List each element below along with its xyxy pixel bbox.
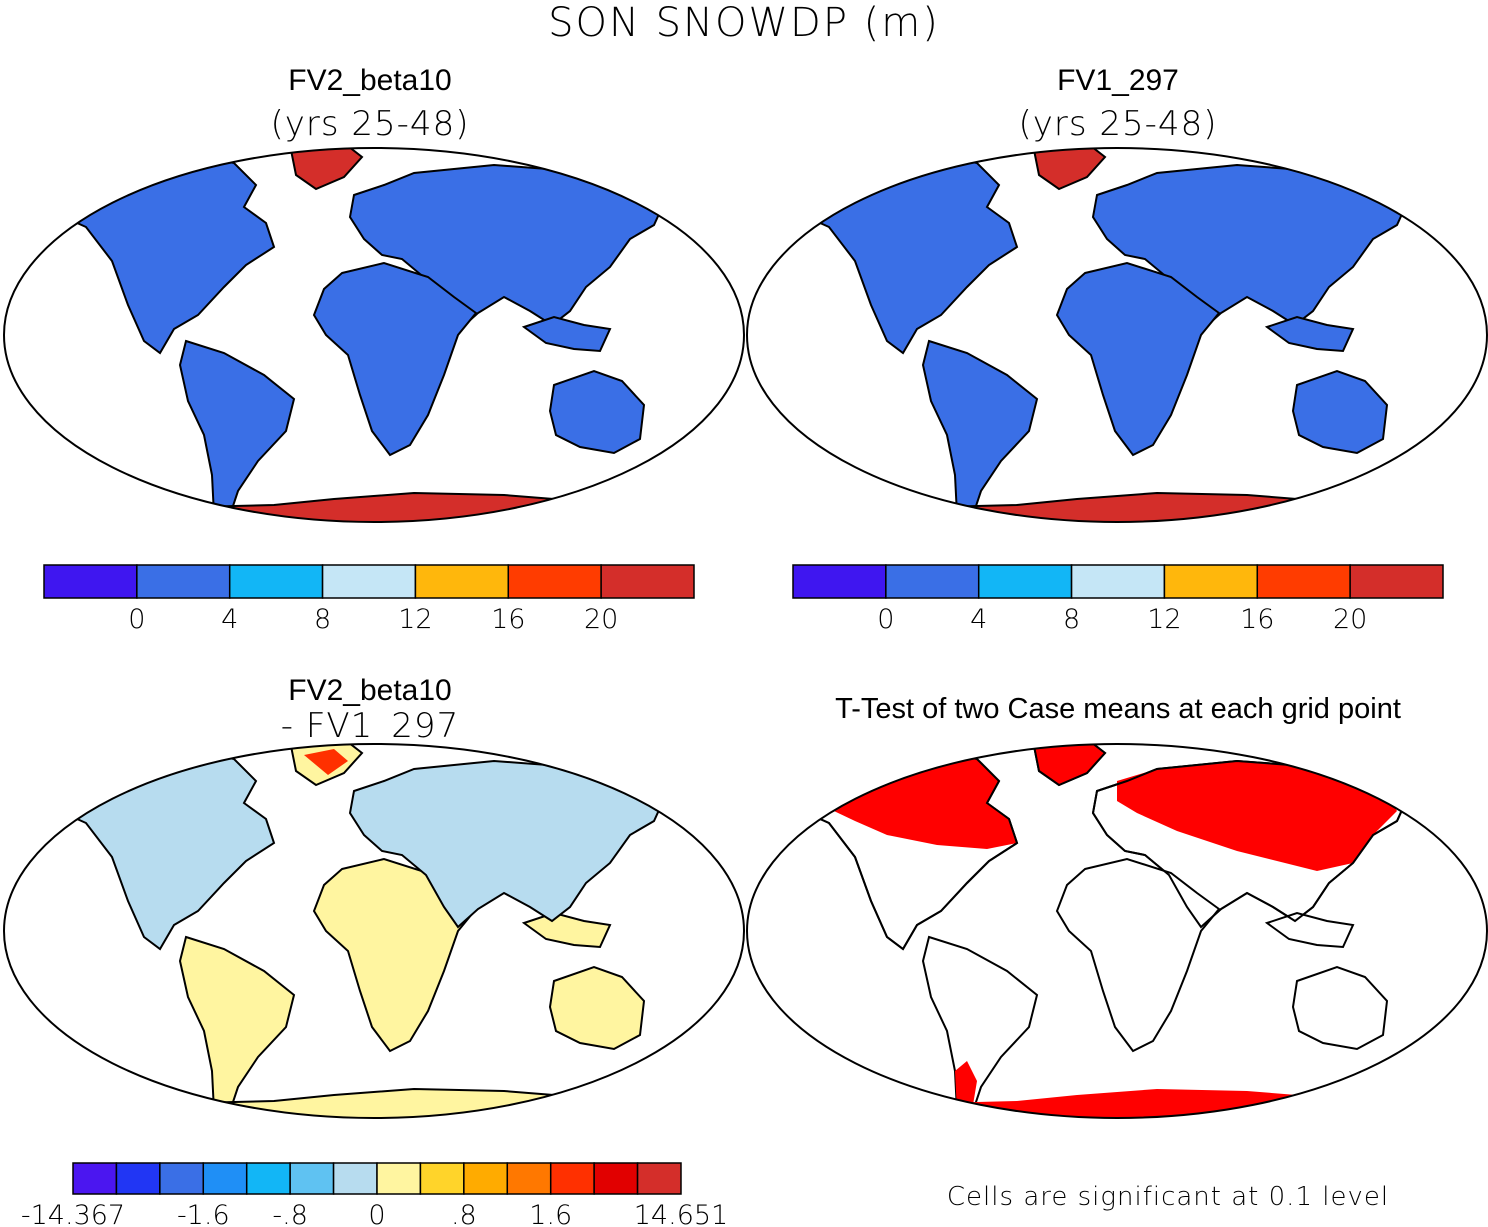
panel-fv1-landmass <box>786 154 1408 522</box>
panel-diff-antarctic-blue <box>134 1107 264 1118</box>
panel-diff-colorbar-swatch-0 <box>72 1162 118 1195</box>
panel-diff-colorbar: -14.367 -1.6 -.8 0 .8 1.6 14.651 <box>21 1162 728 1227</box>
panel-diff-colorbar-swatch-6 <box>332 1162 378 1195</box>
panel-diff-map <box>3 743 745 1119</box>
panel-fv2-colorbar-swatch-6 <box>600 564 695 599</box>
panel-fv2-landmass <box>43 154 665 522</box>
panel-diff-colorbar-swatch-3 <box>202 1162 248 1195</box>
panel-fv2-colorbar-swatch-0 <box>43 564 138 599</box>
panel-diff: FV2_beta10 - FV1_297 -14.367 -1.6 -.8 0 .8 1.… <box>3 674 745 1227</box>
panel-fv1-colorbar: 0 4 8 12 16 20 <box>792 564 1444 635</box>
panel-fv2-colorbar-tick-label: 20 <box>584 604 618 635</box>
panel-diff-colorbar-swatch-8 <box>419 1162 465 1195</box>
panel-diff-colorbar-swatch-9 <box>463 1162 509 1195</box>
panel-fv1-title: FV1_297 <box>1057 64 1179 97</box>
panel-fv1-colorbar-tick-label: 12 <box>1147 604 1181 635</box>
panel-diff-colorbar-swatch-1 <box>115 1162 161 1195</box>
panel-fv1-colorbar-swatch-3 <box>1070 564 1166 599</box>
panel-fv2-colorbar-tick-label: 12 <box>398 604 432 635</box>
panel-fv1-colorbar-swatch-1 <box>885 564 980 599</box>
panel-diff-colorbar-tick-label: 1.6 <box>529 1200 572 1227</box>
panel-fv1-colorbar-tick-label: 16 <box>1240 604 1274 635</box>
panel-diff-colorbar-swatch-4 <box>245 1162 291 1195</box>
panel-fv2-title: FV2_beta10 <box>288 64 451 97</box>
panel-diff-colorbar-swatch-2 <box>159 1162 205 1195</box>
panel-fv2-colorbar-swatch-2 <box>228 564 324 599</box>
panel-fv1-colorbar-swatch-5 <box>1256 564 1351 599</box>
panel-fv2-colorbar-tick-label: 16 <box>491 604 525 635</box>
panel-fv1-subtitle: (yrs 25-48) <box>1019 104 1218 144</box>
panel-fv1-colorbar-swatch-0 <box>792 564 887 599</box>
panel-fv2-colorbar-tick-label: 4 <box>221 604 238 635</box>
panel-ttest-footnote: Cells are significant at 0.1 level <box>947 1182 1389 1212</box>
panel-fv1-colorbar-tick-label: 8 <box>1063 604 1080 635</box>
panel-diff-title: FV2_beta10 <box>288 674 451 707</box>
panel-fv2-map <box>3 147 745 523</box>
panel-diff-colorbar-tick-label: .8 <box>451 1200 477 1227</box>
panel-fv1-colorbar-swatch-4 <box>1163 564 1259 599</box>
panel-fv2-colorbar-tick-label: 0 <box>128 604 145 635</box>
panel-fv2-colorbar-tick-label: 8 <box>314 604 331 635</box>
panel-fv1-colorbar-swatch-6 <box>1349 564 1444 599</box>
panel-fv1-map <box>746 147 1488 523</box>
panel-fv2-colorbar-swatch-1 <box>136 564 231 599</box>
panel-diff-subtitle: - FV1_297 <box>281 706 459 746</box>
panel-diff-colorbar-tick-label: -.8 <box>272 1200 308 1227</box>
panel-diff-colorbar-swatch-13 <box>636 1162 682 1195</box>
panel-diff-colorbar-swatch-5 <box>289 1162 335 1195</box>
panel-diff-colorbar-swatch-7 <box>376 1162 422 1195</box>
panel-ttest-title: T-Test of two Case means at each grid po… <box>835 693 1401 725</box>
panel-fv1-map-border <box>746 147 1488 523</box>
panel-fv2-colorbar-swatch-4 <box>414 564 510 599</box>
panel-fv2-colorbar: 0 4 8 12 16 20 <box>43 564 695 635</box>
panel-diff-map-border <box>3 743 745 1119</box>
panel-fv1: FV1_297 (yrs 25-48) 0 4 8 12 16 20 <box>746 64 1488 635</box>
panel-diff-greenland-red <box>304 749 348 775</box>
panel-fv2-colorbar-swatch-5 <box>507 564 602 599</box>
panel-diff-colorbar-swatch-10 <box>506 1162 552 1195</box>
panel-diff-colorbar-tick-label: -1.6 <box>177 1200 230 1227</box>
panel-diff-colorbar-swatch-11 <box>549 1162 595 1195</box>
panel-ttest-map <box>746 743 1488 1119</box>
panel-fv2-colorbar-swatch-3 <box>321 564 417 599</box>
panel-ttest-map-border <box>746 743 1488 1119</box>
panel-diff-colorbar-tick-label: 0 <box>368 1200 385 1227</box>
panel-fv2: FV2_beta10 (yrs 25-48) 0 4 8 12 16 20 <box>3 64 745 635</box>
panel-diff-colorbar-tick-label: 14.651 <box>634 1200 728 1227</box>
panel-fv1-colorbar-tick-label: 20 <box>1333 604 1367 635</box>
panel-diff-colorbar-tick-label: -14.367 <box>21 1200 125 1227</box>
panel-fv1-colorbar-swatch-2 <box>977 564 1073 599</box>
figure-title: SON SNOWDP (m) <box>548 0 940 46</box>
panel-fv1-colorbar-tick-label: 4 <box>970 604 987 635</box>
panel-fv2-subtitle: (yrs 25-48) <box>271 104 470 144</box>
panel-ttest: T-Test of two Case means at each grid po… <box>746 693 1488 1212</box>
panel-diff-colorbar-swatch-12 <box>593 1162 639 1195</box>
panel-fv1-colorbar-tick-label: 0 <box>877 604 894 635</box>
panel-fv2-map-border <box>3 147 745 523</box>
